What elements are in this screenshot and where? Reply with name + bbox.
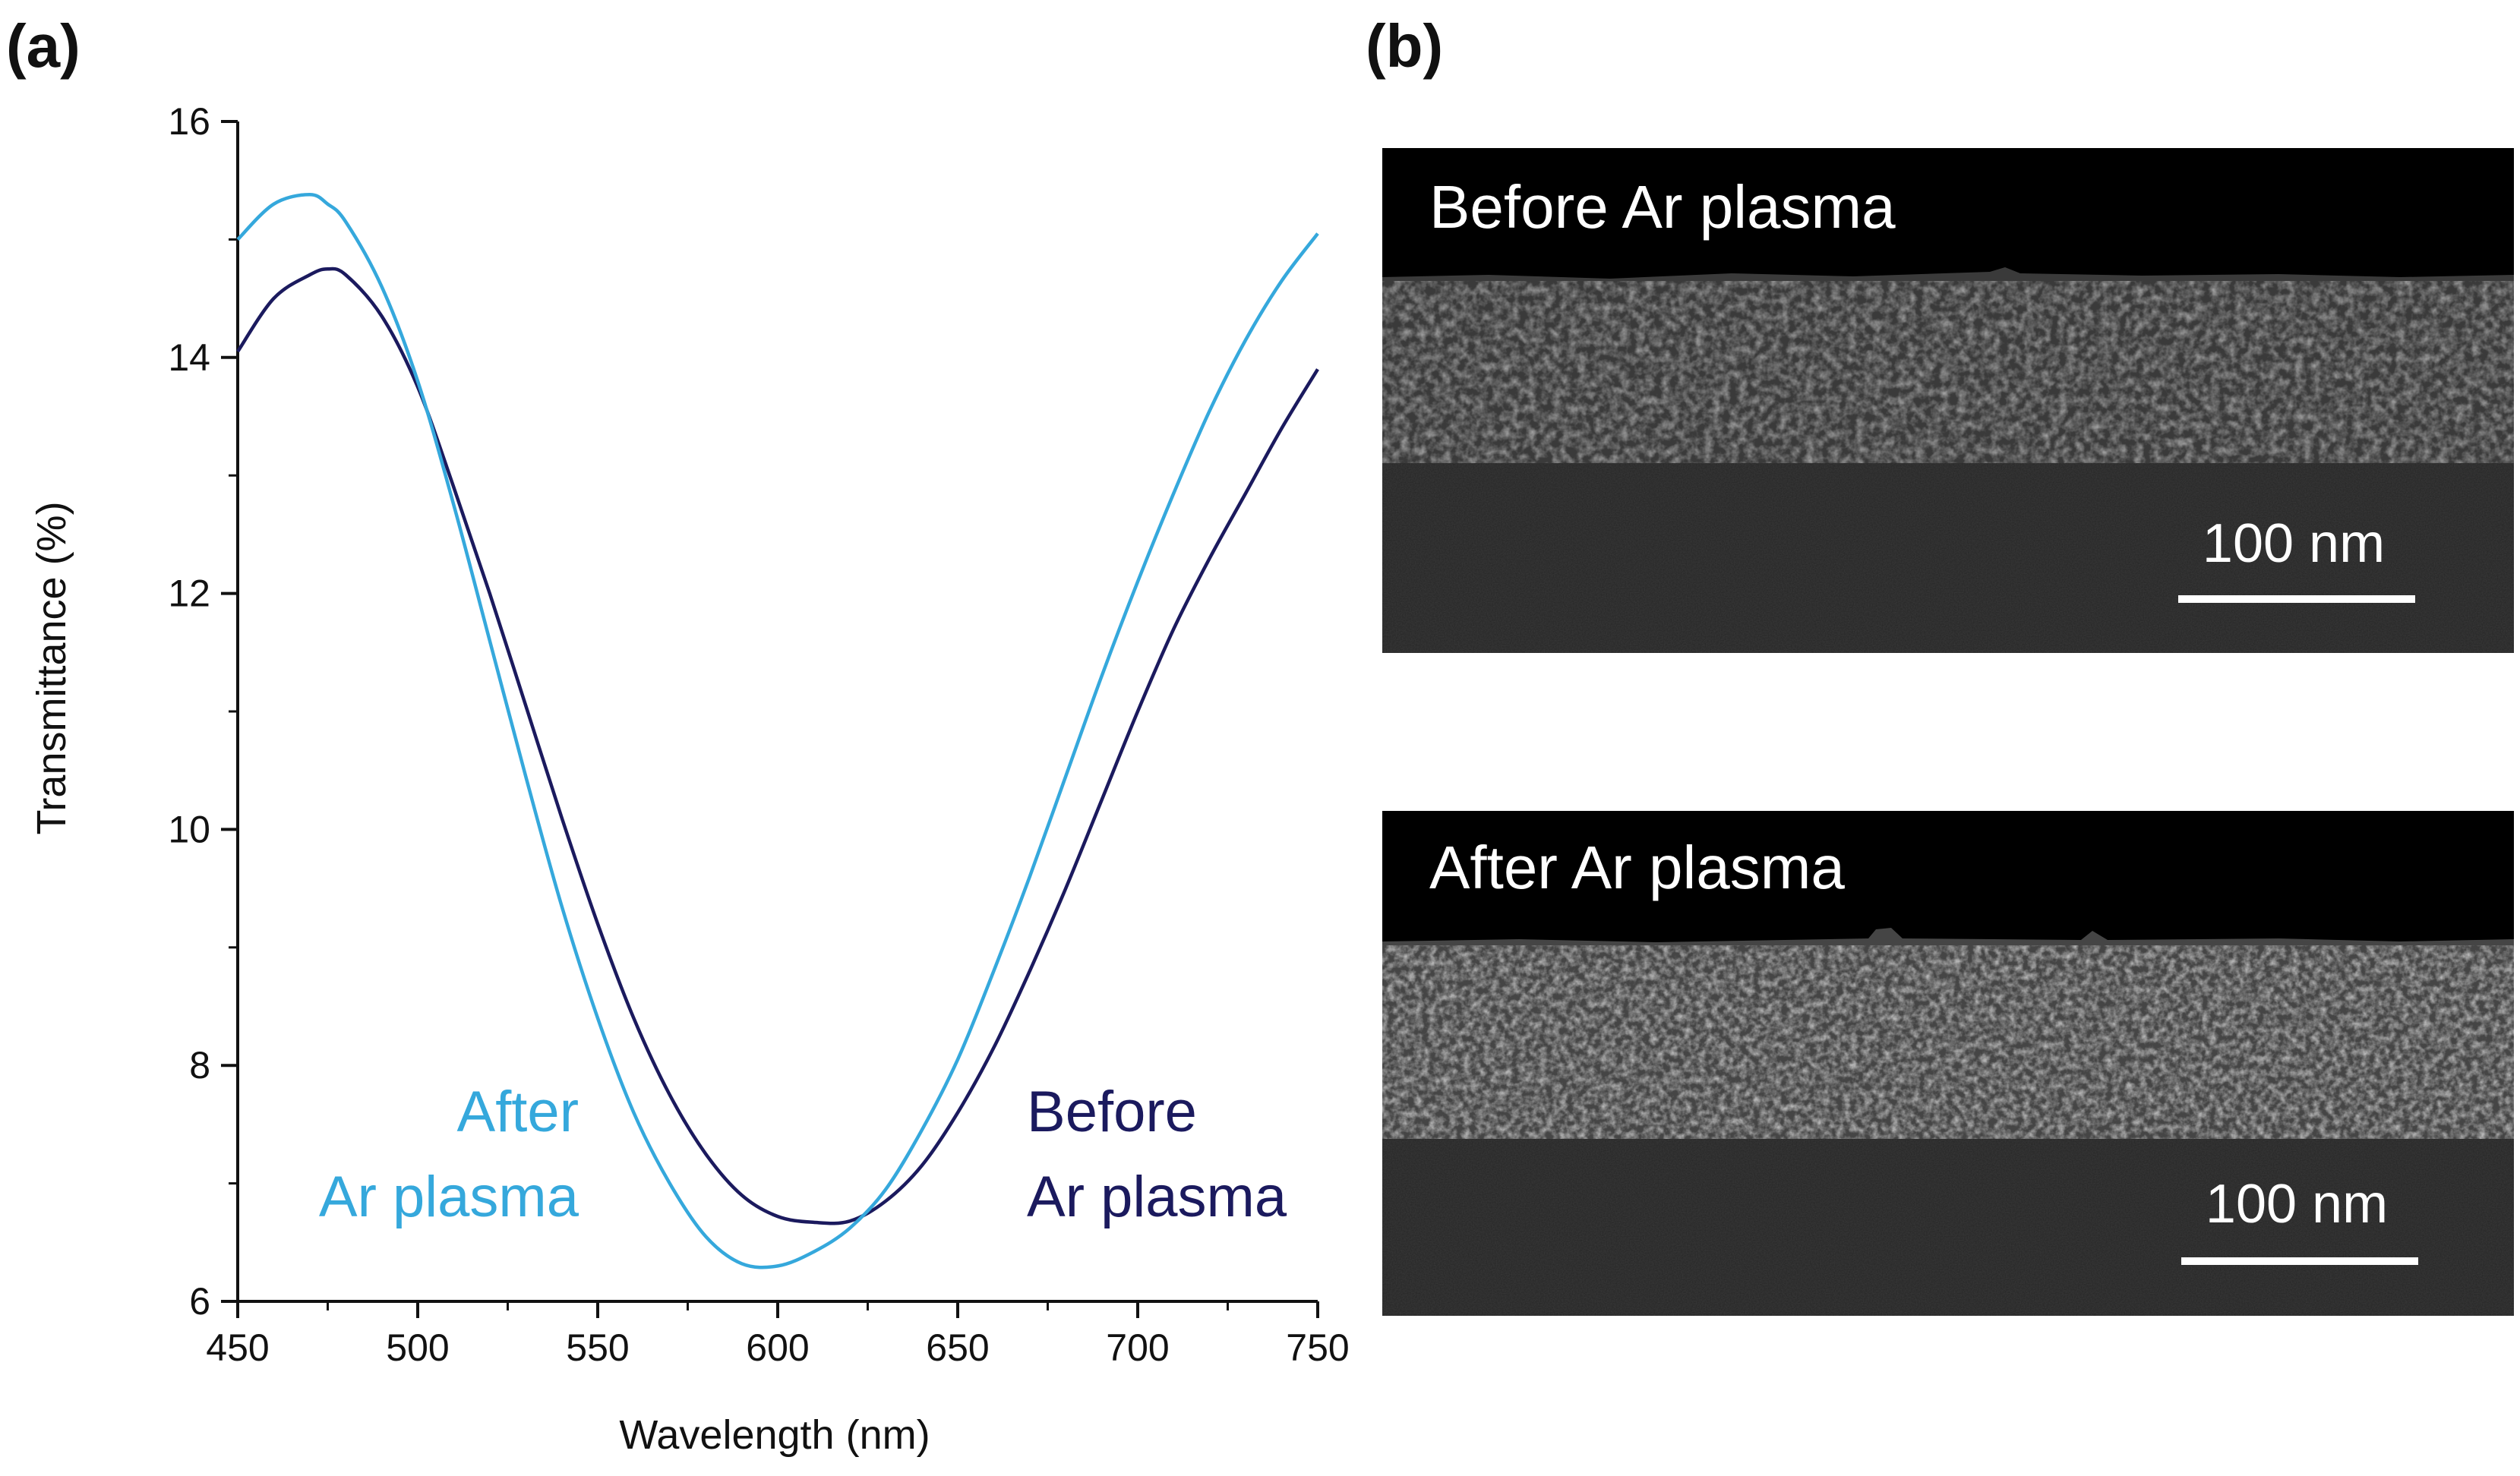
x-tick-label: 650 xyxy=(926,1326,989,1369)
y-tick-label: 8 xyxy=(189,1044,210,1086)
y-tick-label: 16 xyxy=(168,100,210,143)
transmittance-chart: 450 500 550 600 650 700 750 6 8 10 12 14 16 Wavelen… xyxy=(29,100,1350,1458)
series-line-before xyxy=(236,266,1319,1225)
sem-image-after: After Ar plasma 100 nm xyxy=(1382,811,2514,1316)
before-series-label-line1: Before xyxy=(1027,1080,1197,1144)
x-tick-label: 600 xyxy=(746,1326,809,1369)
sem-after-substrate-noise xyxy=(1382,1139,2514,1316)
x-tick-label: 700 xyxy=(1106,1326,1169,1369)
sem-after-grain-texture xyxy=(1382,945,2514,1139)
after-series-label-line2: Ar plasma xyxy=(319,1165,579,1229)
y-tick-label: 12 xyxy=(168,572,210,615)
y-tick-label: 10 xyxy=(168,808,210,850)
x-tick-label: 550 xyxy=(566,1326,629,1369)
x-axis-ticks: 450 500 550 600 650 700 750 xyxy=(206,1301,1350,1369)
sem-after-caption: After Ar plasma xyxy=(1429,834,1845,901)
y-axis-title: Transmittance (%) xyxy=(29,501,74,834)
sem-after-scale-bar xyxy=(2181,1257,2418,1265)
x-axis-title: Wavelength (nm) xyxy=(619,1412,930,1458)
y-tick-label: 6 xyxy=(189,1280,210,1323)
panel-b-label: (b) xyxy=(1366,12,1443,80)
x-tick-label: 750 xyxy=(1286,1326,1349,1369)
x-tick-label: 450 xyxy=(206,1326,269,1369)
sem-before-scale-bar xyxy=(2178,595,2415,603)
series-line-after xyxy=(236,193,1319,1269)
sem-before-grain-texture xyxy=(1382,281,2514,463)
sem-after-scale-label: 100 nm xyxy=(2206,1174,2388,1235)
before-series-label-line2: Ar plasma xyxy=(1027,1165,1287,1229)
sem-before-caption: Before Ar plasma xyxy=(1429,173,1896,241)
y-axis-ticks: 6 8 10 12 14 16 xyxy=(168,100,238,1323)
sem-image-before: Before Ar plasma 100 nm xyxy=(1382,148,2514,653)
y-tick-label: 14 xyxy=(168,336,210,379)
sem-before-substrate-noise xyxy=(1382,463,2514,653)
x-tick-label: 500 xyxy=(386,1326,449,1369)
after-series-label-line1: After xyxy=(457,1080,579,1144)
panel-a-label: (a) xyxy=(6,12,81,80)
sem-before-scale-label: 100 nm xyxy=(2203,513,2385,574)
chart-series xyxy=(236,193,1319,1269)
